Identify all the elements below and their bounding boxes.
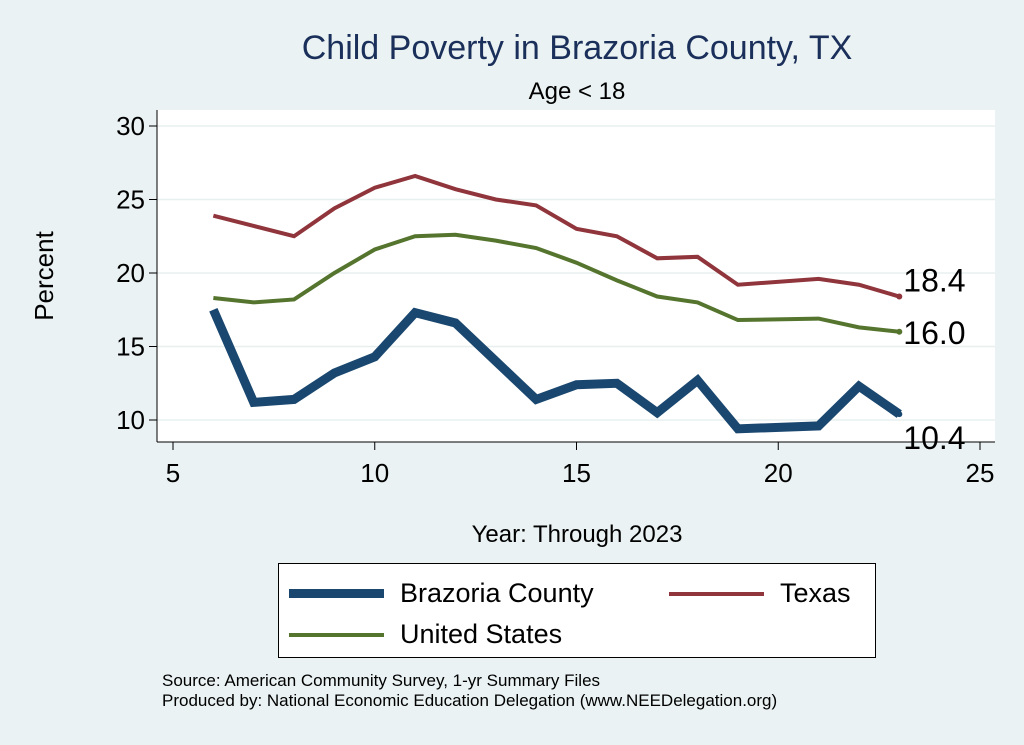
- legend-label-texas: Texas: [780, 578, 851, 608]
- legend-swatch-united-states: [289, 632, 384, 637]
- end-label-texas: 18.4: [903, 263, 965, 299]
- y-tick-label-20: 20: [116, 258, 145, 288]
- series-line-brazoria-end-marker: [896, 411, 903, 418]
- legend-label-united-states: United States: [400, 619, 563, 649]
- series-line-texas: [212, 173, 900, 299]
- series-lines: [209, 173, 903, 434]
- producer-note: Produced by: National Economic Education…: [162, 691, 778, 710]
- y-tick-label-10: 10: [116, 405, 145, 435]
- end-label-united-states: 16.0: [903, 315, 965, 351]
- series-line-united-states-end-marker: [896, 328, 903, 335]
- legend-item-united-states: United States: [289, 619, 562, 650]
- legend-swatch-brazoria: [289, 589, 384, 598]
- legend-label-brazoria: Brazoria County: [400, 578, 594, 608]
- series-line-texas-end-marker: [896, 293, 903, 300]
- y-tick-label-30: 30: [116, 111, 145, 141]
- x-tick-label-5: 5: [166, 458, 180, 488]
- legend-swatch-texas: [669, 591, 764, 596]
- x-tick-label-15: 15: [562, 458, 591, 488]
- legend-item-texas: Texas: [669, 578, 851, 609]
- source-note: Source: American Community Survey, 1-yr …: [162, 671, 601, 690]
- legend: Brazoria County Texas United States: [278, 563, 876, 658]
- gridlines: [157, 125, 995, 421]
- chart-subtitle: Age < 18: [529, 78, 626, 105]
- y-tick-label-25: 25: [116, 185, 145, 215]
- chart-title: Child Poverty in Brazoria County, TX: [302, 29, 853, 67]
- end-labels: 10.4 18.4 16.0: [903, 263, 965, 457]
- source-notes: Source: American Community Survey, 1-yr …: [162, 671, 777, 711]
- y-tick-label-15: 15: [116, 332, 145, 362]
- x-tick-label-10: 10: [360, 458, 389, 488]
- series-line-united-states: [213, 232, 900, 334]
- x-tick-label-25: 25: [966, 458, 995, 488]
- x-axis-label: Year: Through 2023: [472, 521, 683, 548]
- legend-item-brazoria: Brazoria County: [289, 578, 594, 609]
- y-axis-label: Percent: [29, 230, 59, 320]
- axes: 10 15 20 25 30 5 10 15 20 25: [116, 110, 995, 488]
- series-line-brazoria: [209, 307, 902, 434]
- end-label-brazoria: 10.4: [903, 420, 965, 456]
- x-tick-label-20: 20: [764, 458, 793, 488]
